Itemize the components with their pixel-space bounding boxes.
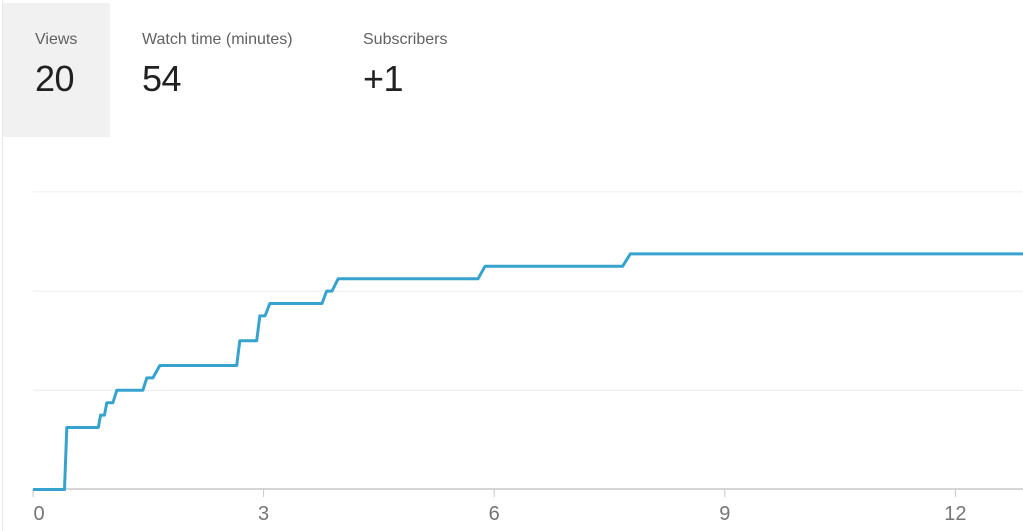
x-axis-label: 0: [33, 503, 44, 525]
tab-views-label: Views: [35, 31, 78, 48]
x-axis-label: 12: [944, 503, 966, 525]
panel-left-border: [2, 0, 3, 531]
views-series-line[interactable]: [33, 252, 1023, 491]
tab-watch-time[interactable]: Watch time (minutes) 54: [110, 3, 331, 137]
tab-subscribers-label: Subscribers: [363, 31, 448, 48]
tab-watch-time-value: 54: [142, 58, 182, 99]
tab-views-value: 20: [35, 58, 75, 99]
tab-subscribers-value: +1: [363, 58, 404, 99]
tab-subscribers[interactable]: Subscribers +1: [331, 3, 552, 137]
tab-watch-time-label: Watch time (minutes): [142, 31, 293, 48]
tab-views[interactable]: Views 20: [3, 3, 110, 137]
x-axis-label: 9: [719, 503, 730, 525]
x-axis-label: 6: [489, 503, 500, 525]
x-axis-label: 3: [258, 503, 269, 525]
metric-tabs: Views 20 Watch time (minutes) 54 Subscri…: [0, 0, 1023, 140]
